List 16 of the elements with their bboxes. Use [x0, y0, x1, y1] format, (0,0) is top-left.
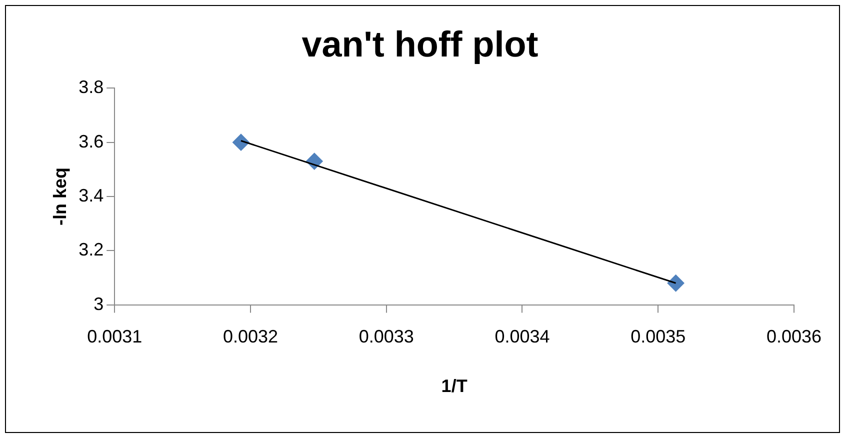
- point: [232, 134, 250, 151]
- point: [667, 274, 684, 292]
- x-tick-label: 0.0033: [358, 326, 414, 347]
- y-tick-label: 3.4: [78, 185, 104, 206]
- y-axis-title: -ln keq: [50, 167, 70, 226]
- chart-title: van't hoff plot: [302, 24, 538, 65]
- x-axis-title: 1/T: [441, 376, 468, 396]
- x-tick-label: 0.0035: [630, 326, 686, 347]
- y-tick-label: 3.2: [78, 240, 104, 260]
- y-tick-label: 3.6: [78, 131, 104, 152]
- x-tick-label: 0.0031: [87, 326, 142, 347]
- y-tick-label: 3.8: [78, 77, 104, 98]
- x-tick-label: 0.0034: [494, 326, 550, 347]
- x-tick-label: 0.0032: [222, 326, 278, 347]
- x-tick-label: 0.0036: [766, 326, 822, 347]
- y-tick-label: 3: [94, 294, 104, 314]
